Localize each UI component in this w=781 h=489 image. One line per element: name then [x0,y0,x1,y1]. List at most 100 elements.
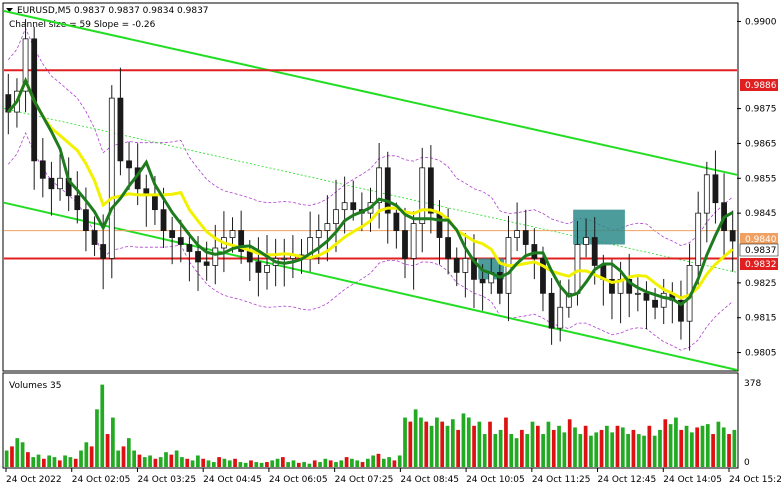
price-panel-frame [2,2,739,372]
candle-body [496,271,503,294]
candle-body [83,209,89,231]
x-tick-label: 24 Oct 08:45 [400,475,459,485]
y-tick-label: 0.9825 [745,279,777,289]
y-tick-label: 0.9900 [745,17,777,27]
x-tick-label: 24 Oct 04:45 [203,475,262,485]
time-axis: 24 Oct 2022 24 Oct 02:05 24 Oct 03:25 24 Oc… [5,468,781,485]
x-tick-label: 24 Oct 2022 [6,475,62,485]
price-tag-level-red-bottom: 0.9832 [740,258,778,270]
x-tick-label: 24 Oct 06:05 [269,475,328,485]
candle-body [22,38,29,92]
x-tick-label: 24 Oct 07:25 [335,475,394,485]
candle-body [108,97,115,259]
candle-body [126,160,132,169]
candle-body [660,292,667,308]
band-lower [7,131,733,351]
candle-body [626,278,633,294]
volumes-title: Volumes 35 [9,381,61,391]
candle-body [177,237,184,245]
candle-body [255,261,262,273]
candle-body [195,251,201,263]
candle-body [186,244,193,252]
y-tick-label: 0.9845 [745,209,777,219]
candle-body [376,167,383,204]
channel-upper [3,9,738,176]
candle-body [74,195,81,211]
svg-text:0.9840: 0.9840 [745,235,777,245]
channel-line: Channel size = 59 Slope = -0.26 [9,20,156,30]
candle-body [160,209,167,231]
x-tick-label: 24 Oct 14:05 [663,475,722,485]
candle-body [48,177,55,190]
candle-body [264,265,270,273]
highlight-box [573,209,625,245]
candle-body [246,251,253,263]
svg-text:0.9832: 0.9832 [745,260,777,270]
channel-middle [3,108,738,273]
y-tick-label: 0.9805 [745,349,777,359]
candle-body [583,237,589,245]
candle-body [169,230,176,238]
candle-body [522,230,529,245]
candle-body [238,230,245,252]
volume-max-label: 378 [744,379,761,389]
candle-body [91,230,98,245]
candle-body [419,167,426,224]
svg-text:0.9886: 0.9886 [745,81,777,91]
volume-min-label: 0 [744,458,750,468]
svg-text:0.9837: 0.9837 [745,246,777,256]
candle-body [634,292,641,295]
candle-body [591,237,598,266]
price-axis: 0.9900 0.9875 0.9865 0.9855 0.9845 0.9825 0.98… [737,17,777,359]
candle-body [39,160,46,179]
candle-body [384,167,391,214]
candle-body [540,258,546,294]
y-tick-label: 0.9875 [745,105,777,115]
candle-body [652,299,658,308]
candle-body [410,223,417,259]
x-tick-label: 24 Oct 11:25 [532,475,591,485]
collapse-arrow-icon[interactable] [6,8,13,12]
candle-body [315,230,322,238]
volume-panel-frame [2,372,739,469]
candle-body [436,212,443,238]
candle-body [117,97,124,162]
volume-bars [4,384,737,467]
y-tick-label: 0.9815 [745,314,777,324]
candle-body [703,174,710,214]
candle-body [212,247,219,266]
candle-body [695,212,702,266]
x-tick-label: 24 Oct 12:45 [598,475,657,485]
candle-body [203,261,210,266]
candle-body [427,167,434,214]
candle-body [281,258,288,260]
price-tag-level-red-top: 0.9886 [740,79,778,91]
candle-body [453,258,460,273]
ma-fast-line [7,76,734,307]
y-tick-label: 0.9855 [745,174,777,184]
moving-averages [7,76,734,307]
candle-body [445,237,452,259]
candle-body [333,209,339,225]
x-tick-label: 24 Oct 10:05 [466,475,525,485]
candle-body [712,174,719,204]
x-tick-label: 24 Oct 03:25 [137,475,196,485]
candle-body [324,223,331,231]
price-tag-level-orange: 0.9840 [740,233,778,245]
candle-body [229,230,236,238]
candle-body [574,244,581,294]
candle-body [462,258,469,273]
price-tag-current: 0.9837 [739,243,779,257]
candle-body [479,278,486,284]
candle-body [678,299,684,322]
candle-body [393,212,400,231]
candle-body [643,292,650,301]
candle-body [100,244,107,259]
candle-body [152,195,158,211]
ma-slow-line [7,76,734,300]
x-tick-label: 24 Oct 15:25 [729,475,781,485]
candle-body [350,202,357,211]
y-tick-label: 0.9865 [745,139,777,149]
candle-body [729,230,736,242]
